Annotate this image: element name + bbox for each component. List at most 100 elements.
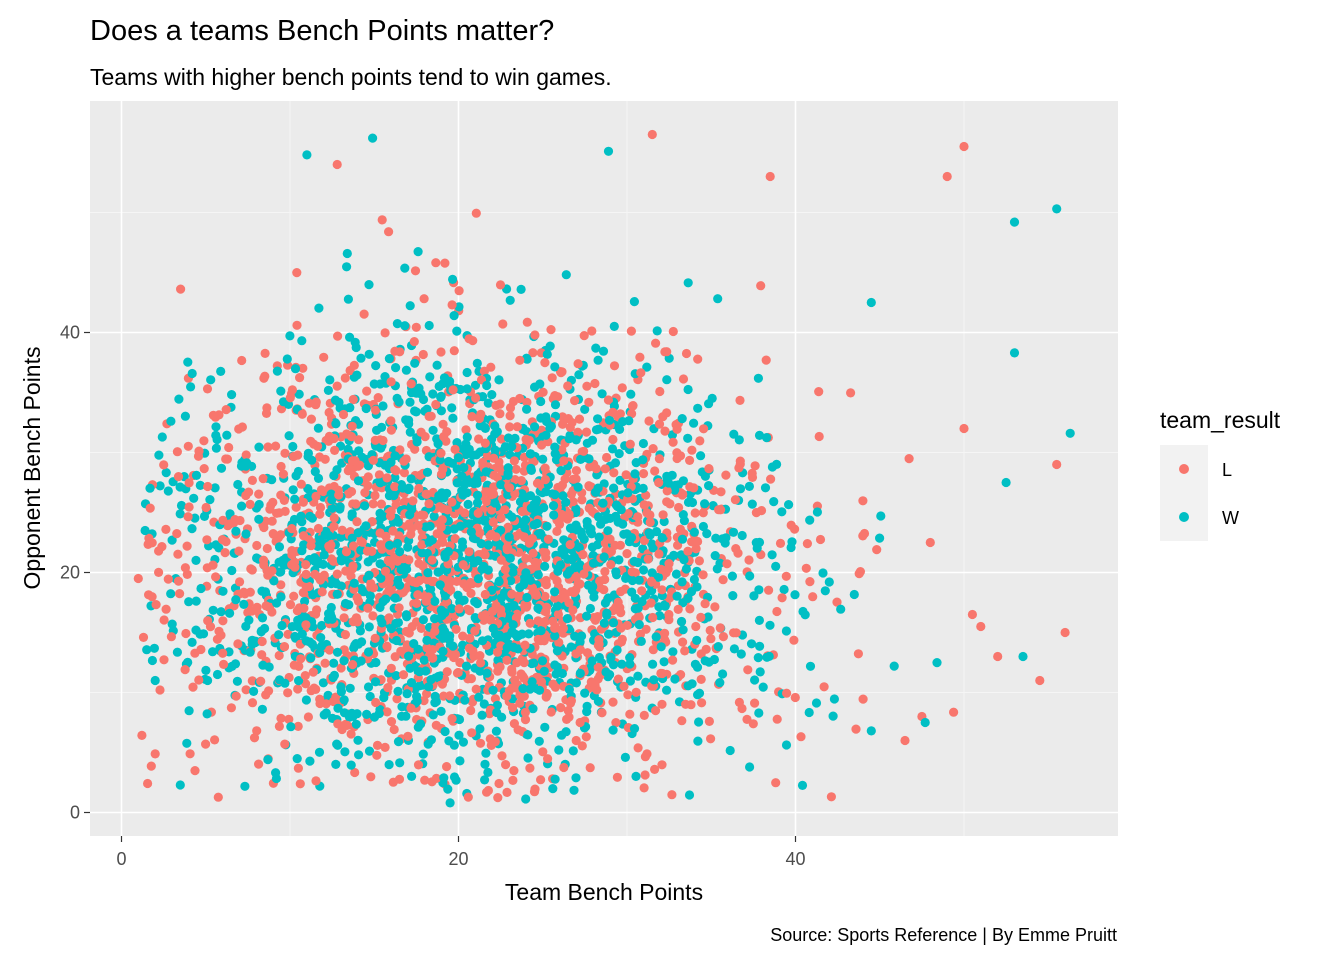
point-w [558, 491, 568, 501]
point-w [362, 709, 372, 720]
point-l [373, 393, 383, 403]
point-w [758, 682, 768, 692]
point-w [779, 584, 789, 595]
point-w [392, 319, 402, 329]
point-w [656, 642, 666, 652]
point-l [287, 524, 297, 534]
point-l [743, 665, 753, 675]
point-l [615, 409, 626, 419]
point-l [481, 496, 492, 507]
point-w [348, 711, 358, 722]
point-l [689, 483, 699, 493]
point-l [814, 431, 824, 442]
point-l [155, 685, 165, 695]
point-w [301, 636, 311, 646]
point-w [540, 561, 550, 572]
point-w [616, 505, 626, 515]
point-w [507, 512, 517, 522]
point-l [163, 574, 173, 584]
point-l [454, 286, 464, 296]
point-w [715, 678, 725, 688]
point-l [301, 560, 311, 570]
point-l [304, 581, 314, 592]
point-l [606, 560, 616, 570]
point-w [580, 688, 590, 698]
point-w [267, 475, 277, 485]
point-w [550, 660, 560, 670]
point-w [449, 311, 459, 321]
point-w [542, 416, 552, 427]
point-w [601, 667, 611, 677]
point-l [655, 386, 665, 397]
point-w [227, 661, 237, 672]
point-w [280, 678, 290, 688]
point-w [390, 593, 400, 603]
point-w [540, 722, 550, 732]
point-l [372, 750, 382, 760]
point-l [699, 424, 709, 434]
point-l [395, 347, 405, 357]
point-w [755, 641, 765, 651]
point-l [398, 554, 408, 564]
point-w [494, 576, 504, 587]
point-w [717, 534, 728, 544]
point-l [548, 616, 558, 627]
point-w [363, 682, 374, 692]
point-l [777, 593, 787, 603]
point-l [959, 423, 969, 434]
point-w [479, 561, 489, 572]
point-w [449, 740, 459, 750]
point-w [302, 150, 312, 160]
point-w [631, 771, 641, 782]
point-w [300, 596, 310, 607]
point-w [375, 478, 385, 488]
point-w [545, 341, 555, 351]
point-w [470, 380, 481, 390]
point-w [257, 613, 268, 623]
point-l [348, 660, 358, 670]
point-w [534, 505, 544, 515]
point-l [608, 697, 618, 707]
point-w [325, 375, 335, 385]
point-w [509, 600, 519, 611]
point-l [190, 648, 200, 658]
point-l [173, 576, 184, 586]
point-l [451, 624, 461, 634]
point-l [194, 675, 204, 685]
point-w [332, 589, 342, 599]
point-w [191, 596, 201, 606]
point-w [183, 357, 193, 367]
point-l [370, 633, 380, 644]
point-l [354, 435, 364, 445]
point-l [579, 446, 589, 456]
point-l [621, 470, 631, 480]
point-w [436, 392, 446, 402]
point-l [642, 508, 652, 518]
point-w [155, 481, 165, 491]
point-l [507, 703, 518, 713]
point-w [440, 608, 450, 618]
point-w [1052, 204, 1062, 214]
point-l [190, 766, 200, 776]
point-w [347, 533, 357, 543]
point-w [370, 677, 381, 687]
point-w [183, 657, 193, 668]
point-l [203, 481, 213, 492]
point-w [374, 516, 384, 526]
point-l [589, 613, 599, 623]
point-w [502, 632, 512, 642]
point-l [490, 737, 500, 747]
point-w [439, 493, 449, 503]
point-w [753, 373, 764, 383]
point-w [750, 675, 760, 685]
point-l [424, 499, 434, 509]
point-l [453, 667, 463, 678]
point-l [320, 658, 330, 668]
chart-title: Does a teams Bench Points matter? [90, 15, 554, 47]
point-l [473, 508, 483, 518]
point-w [231, 595, 241, 605]
point-w [424, 320, 434, 331]
point-w [257, 704, 267, 714]
point-w [435, 455, 445, 465]
point-w [274, 542, 285, 552]
